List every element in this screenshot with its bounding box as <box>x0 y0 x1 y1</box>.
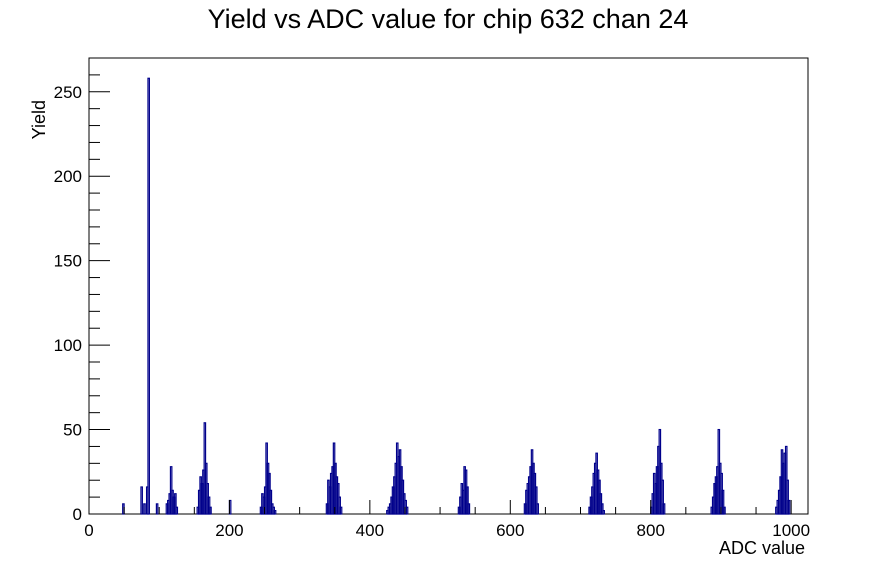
histogram-bar <box>269 489 273 515</box>
histogram-bar <box>721 489 725 515</box>
y-axis-title: Yield <box>29 100 49 139</box>
y-tick-label: 200 <box>54 167 82 186</box>
x-tick-label: 600 <box>496 521 524 540</box>
histogram-bar <box>467 503 471 515</box>
y-tick-label: 0 <box>73 505 82 524</box>
histogram-bar <box>339 506 343 515</box>
histogram-bar <box>209 506 212 515</box>
histogram-bar <box>787 499 791 515</box>
histogram-bar <box>600 503 604 515</box>
histogram-bar <box>174 493 177 515</box>
y-axis: 0 50 100 150 200 250 <box>54 57 110 524</box>
x-tick-label: 400 <box>356 521 384 540</box>
histogram-bar <box>662 503 666 515</box>
histogram-bar <box>155 503 159 515</box>
histogram-bar <box>786 479 789 515</box>
y-tick-label: 100 <box>54 336 82 355</box>
y-tick-label: 150 <box>54 252 82 271</box>
x-axis-title: ADC value <box>719 538 805 558</box>
plot-frame <box>88 57 809 515</box>
histogram-bar <box>147 77 150 515</box>
histogram-bar <box>143 503 146 515</box>
x-tick-label: 200 <box>215 521 243 540</box>
chart-title: Yield vs ADC value for chip 632 chan 24 <box>207 4 689 34</box>
x-tick-label: 0 <box>84 521 93 540</box>
histogram-bars <box>122 77 791 515</box>
histogram-bar <box>723 506 726 515</box>
histogram-bar <box>534 486 538 515</box>
y-tick-label: 250 <box>54 83 82 102</box>
histogram-bar <box>466 486 469 515</box>
histogram-bar <box>661 479 664 515</box>
histogram-bar <box>140 486 143 515</box>
histogram-bar <box>273 510 277 515</box>
histogram-bar <box>207 496 211 515</box>
x-axis: 0 200 400 600 800 1000 <box>84 500 810 540</box>
histogram-bar <box>405 506 409 515</box>
x-tick-label: 1000 <box>772 521 810 540</box>
histogram-bar <box>536 503 539 515</box>
histogram-bar <box>175 506 179 515</box>
y-tick-label: 50 <box>63 421 82 440</box>
histogram-bar <box>602 510 605 515</box>
histogram-bar <box>338 496 341 515</box>
x-tick-label: 800 <box>637 521 665 540</box>
